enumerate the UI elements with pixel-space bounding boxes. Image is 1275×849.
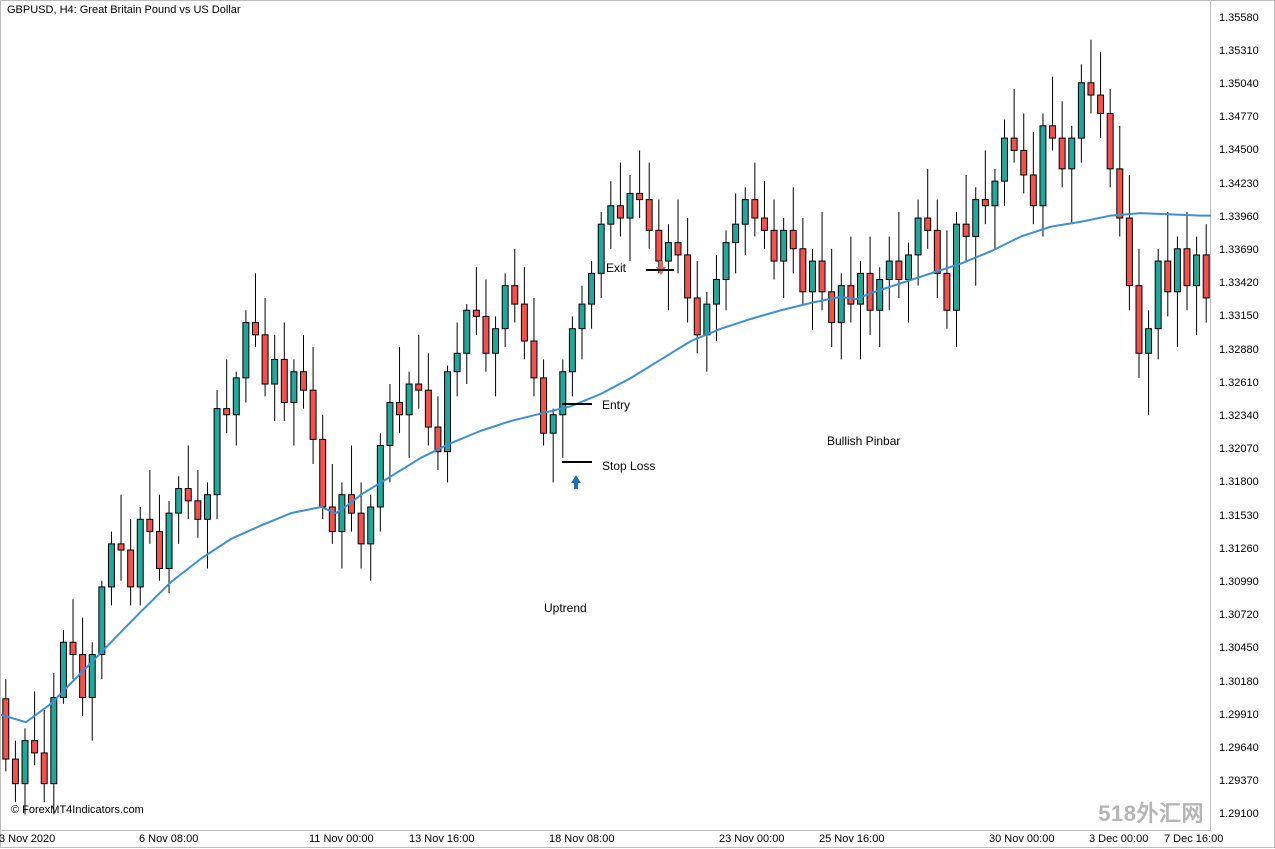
x-tick-label: 6 Nov 08:00 bbox=[139, 833, 198, 845]
marker-exit bbox=[646, 269, 674, 271]
x-tick-label: 30 Nov 00:00 bbox=[989, 833, 1054, 845]
y-tick-label: 1.29910 bbox=[1219, 709, 1259, 721]
y-tick-label: 1.30990 bbox=[1219, 576, 1259, 588]
y-tick-label: 1.31260 bbox=[1219, 543, 1259, 555]
x-tick-label: 7 Dec 16:00 bbox=[1164, 833, 1223, 845]
watermark-text: 518外汇网 bbox=[1098, 796, 1204, 828]
annotation-stoploss: Stop Loss bbox=[602, 459, 655, 473]
y-tick-label: 1.35580 bbox=[1219, 12, 1259, 24]
annotation-exit: Exit bbox=[606, 261, 626, 275]
y-tick-label: 1.29370 bbox=[1219, 775, 1259, 787]
y-tick-label: 1.29640 bbox=[1219, 742, 1259, 754]
y-tick-label: 1.35310 bbox=[1219, 45, 1259, 57]
entry-arrow-icon bbox=[571, 475, 581, 489]
exit-arrow-icon bbox=[656, 261, 666, 275]
copyright-text: © ForexMT4Indicators.com bbox=[11, 804, 144, 816]
marker-stoploss bbox=[562, 461, 592, 463]
x-tick-label: 3 Dec 00:00 bbox=[1089, 833, 1148, 845]
x-tick-label: 23 Nov 00:00 bbox=[719, 833, 784, 845]
y-tick-label: 1.34770 bbox=[1219, 111, 1259, 123]
y-tick-label: 1.34500 bbox=[1219, 144, 1259, 156]
x-tick-label: 3 Nov 2020 bbox=[0, 833, 55, 845]
y-tick-label: 1.30450 bbox=[1219, 642, 1259, 654]
y-tick-label: 1.32880 bbox=[1219, 344, 1259, 356]
y-tick-label: 1.32610 bbox=[1219, 377, 1259, 389]
x-tick-label: 13 Nov 16:00 bbox=[409, 833, 474, 845]
chart-frame: GBPUSD, H4: Great Britain Pound vs US Do… bbox=[0, 0, 1275, 848]
y-tick-label: 1.31530 bbox=[1219, 510, 1259, 522]
y-tick-label: 1.32070 bbox=[1219, 443, 1259, 455]
y-tick-label: 1.34230 bbox=[1219, 178, 1259, 190]
y-tick-label: 1.33690 bbox=[1219, 244, 1259, 256]
annotation-entry: Entry bbox=[602, 398, 630, 412]
y-tick-label: 1.33150 bbox=[1219, 310, 1259, 322]
candlestick-svg bbox=[1, 1, 1211, 831]
x-axis: 3 Nov 2020 6 Nov 08:00 11 Nov 00:00 13 Nov … bbox=[1, 831, 1211, 849]
chart-plot-area[interactable]: Exit Entry Stop Loss Bullish Pinbar Uptr… bbox=[1, 1, 1211, 831]
y-tick-label: 1.33960 bbox=[1219, 211, 1259, 223]
y-tick-label: 1.31800 bbox=[1219, 476, 1259, 488]
annotation-uptrend: Uptrend bbox=[544, 601, 587, 615]
x-tick-label: 11 Nov 00:00 bbox=[309, 833, 374, 845]
x-tick-label: 25 Nov 16:00 bbox=[819, 833, 884, 845]
y-tick-label: 1.32340 bbox=[1219, 410, 1259, 422]
x-tick-label: 18 Nov 08:00 bbox=[549, 833, 614, 845]
y-tick-label: 1.30720 bbox=[1219, 609, 1259, 621]
annotation-bullish: Bullish Pinbar bbox=[827, 434, 900, 448]
y-tick-label: 1.35040 bbox=[1219, 78, 1259, 90]
y-tick-label: 1.30180 bbox=[1219, 676, 1259, 688]
y-tick-label: 1.33420 bbox=[1219, 277, 1259, 289]
marker-entry bbox=[562, 403, 592, 405]
y-axis: 1.29100 1.29370 1.29640 1.29910 1.30180 1.304… bbox=[1211, 1, 1275, 831]
y-tick-label: 1.29100 bbox=[1219, 808, 1259, 820]
